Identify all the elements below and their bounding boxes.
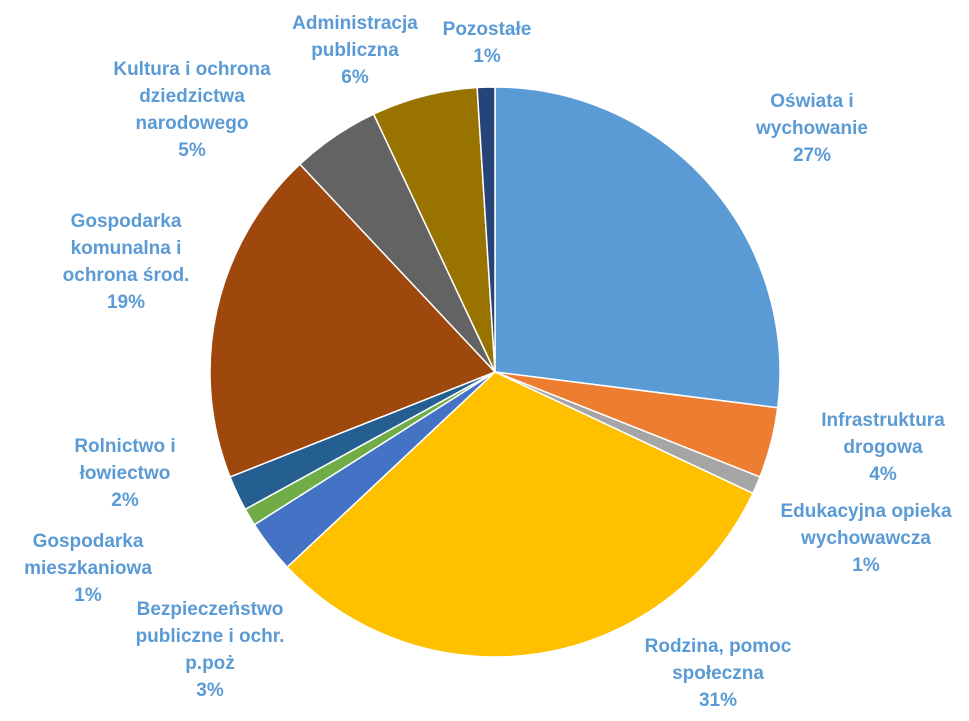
percent-label: 19%: [106, 292, 146, 313]
pie-slice: [494, 86, 781, 409]
data-label: Gospodarka komunalna i ochrona środ. 19%: [41, 208, 211, 316]
data-label: Administracja publiczna 6%: [280, 10, 430, 91]
pie-slice: [286, 371, 754, 658]
percent-label: 2%: [111, 490, 139, 511]
pie-slice: [209, 163, 497, 478]
data-label: Edukacyjna opieka wychowawcza 1%: [761, 498, 969, 579]
data-label: Kultura i ochrona dziedzictwa narodowego…: [97, 56, 287, 164]
data-label: Rolnictwo i łowiectwo 2%: [55, 433, 195, 514]
percent-label: 31%: [698, 690, 738, 711]
pie-slice: [476, 86, 496, 373]
percent-label: 1%: [852, 555, 880, 576]
percent-label: 4%: [869, 464, 897, 485]
category-label: Rodzina, pomoc społeczna: [644, 636, 792, 684]
data-label: Oświata i wychowanie 27%: [737, 88, 887, 169]
category-label: Gospodarka mieszkaniowa: [24, 531, 152, 579]
percent-label: 1%: [74, 585, 102, 606]
data-label: Bezpieczeństwo publiczne i ochr. p.poż 3%: [113, 596, 308, 704]
data-label: Rodzina, pomoc społeczna 31%: [633, 633, 803, 714]
category-label: Gospodarka komunalna i ochrona środ.: [62, 211, 190, 286]
category-label: Administracja publiczna: [292, 13, 418, 61]
data-label: Infrastruktura drogowa 4%: [798, 407, 968, 488]
percent-label: 1%: [473, 46, 501, 67]
category-label: Pozostałe: [442, 19, 532, 40]
percent-label: 3%: [196, 680, 224, 701]
percent-label: 27%: [792, 145, 832, 166]
category-label: Rolnictwo i łowiectwo: [74, 436, 176, 484]
data-label: Pozostałe 1%: [427, 16, 547, 70]
percent-label: 6%: [341, 67, 369, 88]
category-label: Kultura i ochrona dziedzictwa narodowego: [113, 59, 271, 134]
data-label: Gospodarka mieszkaniowa 1%: [6, 528, 171, 609]
percent-label: 5%: [178, 140, 206, 161]
category-label: Oświata i wychowanie: [756, 91, 868, 139]
category-label: Edukacyjna opieka wychowawcza: [780, 501, 952, 549]
category-label: Infrastruktura drogowa: [821, 410, 945, 458]
category-label: Bezpieczeństwo publiczne i ochr. p.poż: [135, 599, 285, 674]
